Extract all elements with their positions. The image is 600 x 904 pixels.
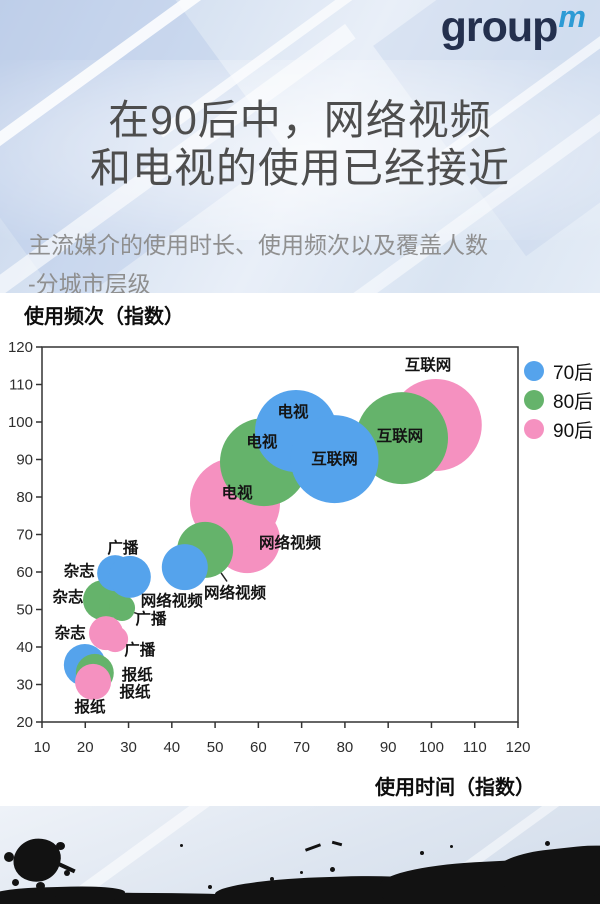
leader-line-网络视频-80后: [220, 572, 228, 582]
leader-line-广播-80后: [133, 611, 139, 615]
page-title: 在90后中，网络视频 和电视的使用已经接近: [0, 96, 600, 192]
x-tick-label: 50: [207, 739, 224, 756]
y-axis-title: 使用频次（指数）: [24, 306, 184, 328]
bubble-chart-svg: 10 20 30 40 50 60 70 80 90 100 110 1202030405060708…: [8, 339, 531, 756]
y-tick-label: 110: [9, 377, 33, 394]
bubble-label-杂志-70后: 杂志: [64, 561, 96, 580]
groupm-logo: groupm: [440, 0, 586, 52]
white-wash-overlay: [0, 60, 600, 240]
legend-item-80后: 80后: [524, 389, 594, 413]
x-tick-label: 30: [120, 739, 137, 756]
y-tick-label: 60: [16, 564, 33, 581]
bubble-广播-70后: [108, 555, 151, 598]
bubble-label-互联网-70后: 互联网: [311, 450, 358, 468]
page-title-line2: 和电视的使用已经接近: [90, 145, 510, 191]
groupm-logo-group-text: group: [440, 3, 559, 51]
bubble-label-广播-80后: 广播: [136, 609, 168, 628]
bubble-label-互联网-80后: 互联网: [377, 427, 424, 445]
y-tick-label: 100: [8, 414, 33, 431]
y-tick-label: 50: [16, 602, 33, 619]
bubble-网络视频-70后: [161, 544, 208, 591]
y-tick-label: 20: [16, 714, 33, 731]
bubble-label-杂志-80后: 杂志: [52, 587, 84, 606]
x-tick-label: 80: [337, 739, 354, 756]
bubble-label-报纸-80后: 报纸: [120, 682, 152, 701]
bubble-label-广播-70后: 广播: [107, 538, 139, 557]
y-tick-label: 90: [16, 452, 33, 469]
x-axis-title: 使用时间（指数）: [375, 777, 535, 799]
bubble-label-互联网-90后: 互联网: [405, 356, 452, 374]
groupm-logo-m-text: m: [558, 0, 586, 34]
legend-label: 80后: [553, 391, 594, 413]
bubble-label-杂志-90后: 杂志: [55, 623, 87, 642]
x-tick-label: 110: [463, 739, 487, 756]
photo-background-top: [0, 0, 600, 293]
bubble-杂志-90后: [89, 616, 124, 651]
x-tick-label: 10: [34, 739, 51, 756]
bubble-label-网络视频-90后: 网络视频: [259, 533, 322, 552]
x-tick-label: 90: [380, 739, 397, 756]
bubble-label-报纸-90后: 报纸: [75, 697, 107, 716]
bubble-label-网络视频-80后: 网络视频: [204, 583, 267, 602]
bubble-label-广播-90后: 广播: [124, 640, 156, 659]
page-subtitle: 主流媒介的使用时长、使用频次以及覆盖人数 -分城市层级: [28, 226, 488, 304]
bubble-label-报纸-70后: 报纸: [122, 665, 154, 684]
y-tick-label: 40: [16, 639, 33, 656]
legend-label: 90后: [553, 420, 594, 442]
bubble-label-网络视频-70后: 网络视频: [141, 591, 204, 610]
bubble-label-电视-80后: 电视: [246, 432, 278, 451]
page-subtitle-line1: 主流媒介的使用时长、使用频次以及覆盖人数: [28, 232, 488, 258]
legend-item-70后: 70后: [524, 360, 594, 384]
x-tick-label: 70: [293, 739, 310, 756]
legend-label: 70后: [553, 362, 594, 384]
bubble-label-电视-90后: 电视: [222, 483, 254, 502]
y-tick-label: 120: [8, 339, 33, 356]
x-tick-label: 40: [163, 739, 180, 756]
bubble-label-电视-70后: 电视: [277, 402, 309, 421]
page-title-line1: 在90后中，网络视频: [108, 97, 492, 143]
bubble-广播-80后: [109, 595, 136, 621]
legend-dot: [524, 390, 544, 410]
page-subtitle-line2: -分城市层级: [28, 271, 151, 297]
y-tick-label: 70: [16, 527, 33, 544]
y-tick-label: 80: [16, 489, 33, 506]
x-tick-label: 120: [505, 739, 530, 756]
legend-item-90后: 90后: [524, 418, 594, 442]
x-tick-label: 60: [250, 739, 267, 756]
legend-dot: [524, 419, 544, 439]
bubble-报纸-90后: [75, 663, 112, 700]
chart-legend: 70后 80后 90后: [524, 360, 593, 447]
x-tick-label: 100: [419, 739, 444, 756]
bubble-互联网-80后: [356, 392, 449, 485]
legend-dot: [524, 361, 544, 381]
bubble-互联网-70后: [290, 415, 379, 504]
y-tick-label: 30: [16, 677, 33, 694]
x-tick-label: 20: [77, 739, 94, 756]
